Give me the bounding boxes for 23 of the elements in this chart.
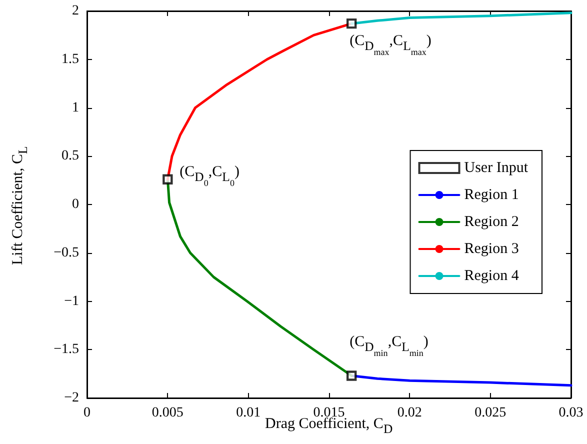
point xyxy=(162,174,173,184)
y-tick-label: −1 xyxy=(64,294,79,309)
legend-label: Region 2 xyxy=(464,214,519,230)
point xyxy=(346,18,357,29)
point xyxy=(346,370,357,381)
x-tick-label: 0.005 xyxy=(152,406,184,420)
legend-label: Region 1 xyxy=(464,187,519,203)
y-tick-label: 0.5 xyxy=(62,148,79,164)
y-tick-label: −0.5 xyxy=(54,245,79,260)
y-tick-label: 1.5 xyxy=(62,52,79,67)
legend-label: Region 4 xyxy=(464,268,520,284)
y-tick-label: 2 xyxy=(72,4,79,18)
y-tick-label: −2 xyxy=(64,390,79,406)
x-tick-label: 0 xyxy=(84,406,90,420)
x-tick-label: 0.02 xyxy=(397,406,422,420)
legend-label: User Input xyxy=(464,160,529,176)
y-tick-label: 0 xyxy=(72,197,79,212)
x-tick-label: 0.025 xyxy=(474,406,506,420)
legend-label: Region 3 xyxy=(464,241,519,257)
x-tick-label: 0.01 xyxy=(236,406,261,420)
y-tick-label: −1.5 xyxy=(54,342,79,358)
y-tick-label: 1 xyxy=(72,100,79,116)
x-tick-label: 0.03 xyxy=(558,406,584,420)
